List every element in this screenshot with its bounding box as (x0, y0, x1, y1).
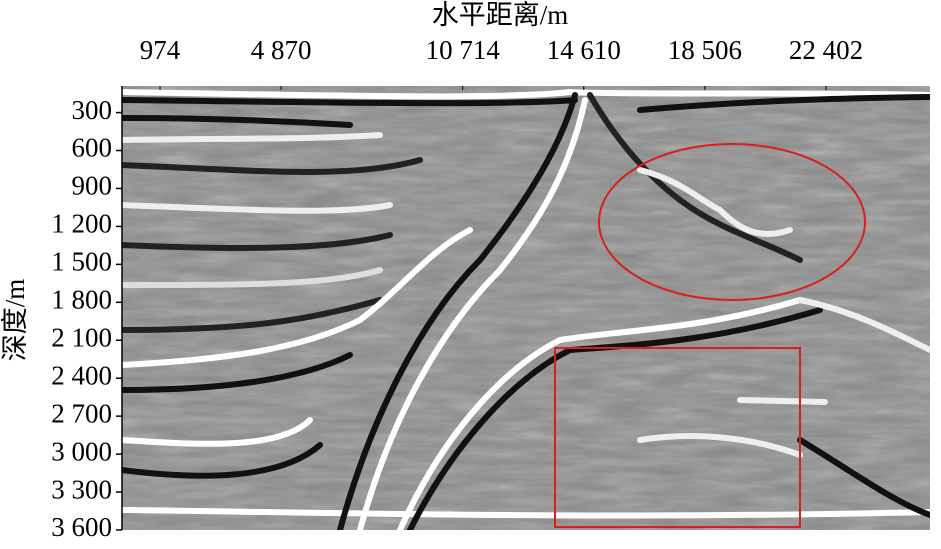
highlight-ellipse (598, 143, 866, 301)
y-tick-label: 300 (72, 95, 113, 125)
y-tick-label: 1 800 (51, 285, 112, 315)
x-tick-label: 974 (140, 35, 181, 65)
y-tick-label: 900 (72, 171, 113, 201)
axis-title-y: 深度/m (0, 279, 30, 362)
y-tick-label: 1 500 (51, 247, 112, 277)
axis-title-x: 水平距离/m (432, 0, 569, 30)
x-tick-label: 10 714 (426, 35, 501, 65)
y-tick-label: 2 700 (51, 398, 112, 428)
y-tick-label: 600 (72, 133, 113, 163)
x-tick-label: 22 402 (789, 35, 863, 65)
x-tick-label: 18 506 (668, 35, 742, 65)
x-tick-label: 4 870 (251, 35, 312, 65)
seismic-section (122, 86, 930, 530)
x-tick-label: 14 610 (547, 35, 621, 65)
y-tick-label: 3 000 (51, 436, 112, 466)
y-tick-label: 1 200 (51, 209, 112, 239)
y-tick-label: 3 600 (51, 512, 112, 542)
highlight-box (554, 347, 801, 528)
y-tick-label: 2 400 (51, 360, 112, 390)
y-tick-label: 3 300 (51, 474, 112, 504)
y-tick-label: 2 100 (51, 322, 112, 352)
